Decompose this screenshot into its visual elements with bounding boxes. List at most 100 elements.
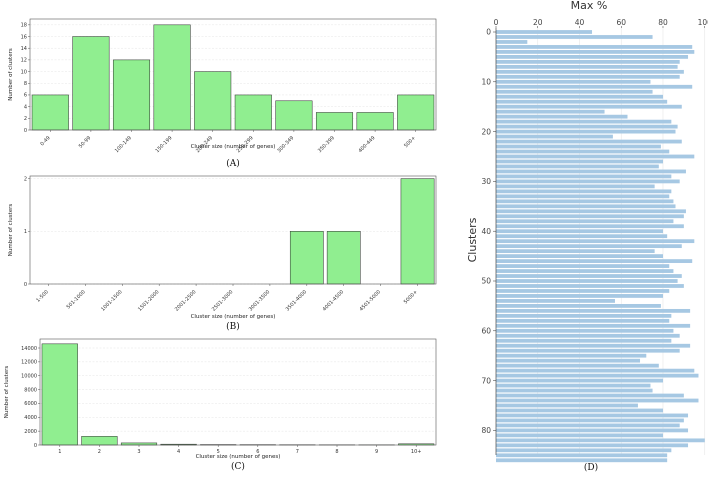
bar bbox=[496, 279, 678, 283]
bar bbox=[496, 234, 668, 239]
x-tick-label: 40 bbox=[575, 18, 585, 27]
y-axis-label: Number of clusters bbox=[8, 48, 14, 101]
y-axis-label: Clusters bbox=[466, 217, 479, 262]
y-tick-label: 4 bbox=[24, 104, 27, 110]
y-tick-label: 1 bbox=[24, 229, 27, 235]
bar bbox=[496, 254, 663, 258]
bar bbox=[496, 388, 653, 393]
bar bbox=[496, 294, 663, 298]
bar bbox=[496, 448, 672, 453]
x-tick-label: 1 bbox=[58, 449, 61, 455]
y-tick-label: 50 bbox=[481, 277, 491, 286]
x-tick-label: 10+ bbox=[411, 449, 422, 455]
y-tick-label: 40 bbox=[481, 227, 491, 236]
bar bbox=[496, 189, 672, 194]
bar bbox=[496, 30, 593, 34]
x-tick-label: 0-49 bbox=[39, 135, 51, 147]
x-tick-label: 3001-3500 bbox=[248, 289, 272, 313]
bar bbox=[275, 100, 313, 131]
y-tick-label: 0 bbox=[34, 443, 37, 449]
bar bbox=[496, 403, 638, 408]
y-tick-label: 10 bbox=[21, 69, 27, 75]
bar bbox=[496, 418, 684, 423]
plot-frame bbox=[39, 338, 437, 446]
bar bbox=[289, 231, 324, 285]
bar bbox=[496, 184, 655, 189]
x-tick-label: 7 bbox=[296, 449, 299, 455]
y-tick-label: 12 bbox=[21, 58, 27, 64]
figure-caption: (C) bbox=[231, 461, 245, 472]
bar bbox=[496, 209, 686, 214]
bar bbox=[496, 35, 653, 39]
bar bbox=[496, 179, 680, 184]
x-tick-label: 0 bbox=[494, 18, 499, 27]
y-tick-label: 2 bbox=[24, 116, 27, 122]
figure-caption: (D) bbox=[584, 462, 598, 473]
bar bbox=[496, 383, 651, 388]
bar bbox=[496, 104, 682, 109]
x-tick-label: 60 bbox=[616, 18, 626, 27]
x-tick-label: 100-149 bbox=[114, 135, 133, 154]
bar bbox=[496, 109, 605, 114]
bar bbox=[496, 264, 670, 268]
bar bbox=[496, 398, 699, 403]
y-tick-label: 30 bbox=[481, 177, 491, 186]
bar bbox=[496, 204, 676, 209]
x-tick-label: 8 bbox=[335, 449, 338, 455]
y-tick-label: 2 bbox=[24, 176, 27, 182]
y-tick-label: 16 bbox=[21, 34, 27, 40]
bar bbox=[496, 194, 670, 199]
bar bbox=[496, 174, 672, 179]
bar bbox=[496, 363, 659, 368]
bar bbox=[41, 343, 78, 446]
y-tick-label: 14 bbox=[21, 46, 27, 52]
y-tick-label: 0 bbox=[24, 128, 27, 134]
bar bbox=[496, 373, 699, 378]
bar bbox=[496, 284, 684, 288]
bar bbox=[496, 368, 695, 373]
y-tick-label: 6000 bbox=[24, 401, 37, 407]
bar bbox=[496, 423, 680, 428]
bar bbox=[496, 59, 680, 64]
y-tick-label: 80 bbox=[481, 426, 491, 435]
x-tick-label: 300-349 bbox=[276, 135, 295, 154]
x-tick-label: 400-449 bbox=[357, 135, 376, 154]
bar bbox=[496, 299, 615, 303]
plot-frame bbox=[29, 175, 437, 285]
x-tick-label: 2501-3000 bbox=[211, 289, 235, 313]
x-tick-label: 1001-1500 bbox=[100, 289, 124, 313]
bar bbox=[496, 139, 682, 144]
x-tick-label: 350-399 bbox=[317, 135, 336, 154]
x-tick-label: 4001-4500 bbox=[322, 289, 346, 313]
bar bbox=[496, 84, 693, 89]
bar bbox=[496, 393, 684, 398]
y-axis-label: Number of clusters bbox=[4, 366, 10, 419]
bar bbox=[496, 308, 691, 313]
y-tick-label: 4000 bbox=[24, 415, 37, 421]
bar bbox=[112, 59, 151, 131]
bar bbox=[496, 214, 684, 219]
bar bbox=[496, 224, 684, 229]
y-tick-label: 18 bbox=[21, 23, 27, 29]
chart-title: Max % bbox=[571, 0, 608, 12]
y-tick-label: 20 bbox=[481, 127, 491, 136]
bar bbox=[315, 112, 354, 131]
bar bbox=[496, 408, 663, 413]
y-tick-label: 2000 bbox=[24, 429, 37, 435]
y-tick-label: 14000 bbox=[21, 346, 37, 352]
y-tick-label: 8 bbox=[24, 81, 27, 87]
bar bbox=[496, 154, 695, 159]
bar bbox=[153, 24, 191, 131]
x-tick-label: 5 bbox=[217, 449, 220, 455]
x-tick-label: 5000+ bbox=[403, 289, 419, 305]
y-tick-label: 0 bbox=[24, 282, 27, 288]
bar bbox=[31, 94, 69, 131]
bar bbox=[496, 458, 668, 463]
bar bbox=[194, 71, 232, 131]
bar bbox=[496, 129, 676, 134]
bar bbox=[496, 144, 661, 149]
bar bbox=[496, 199, 674, 204]
bar bbox=[496, 239, 695, 244]
x-axis-label: Cluster size (number of genes) bbox=[196, 454, 281, 460]
